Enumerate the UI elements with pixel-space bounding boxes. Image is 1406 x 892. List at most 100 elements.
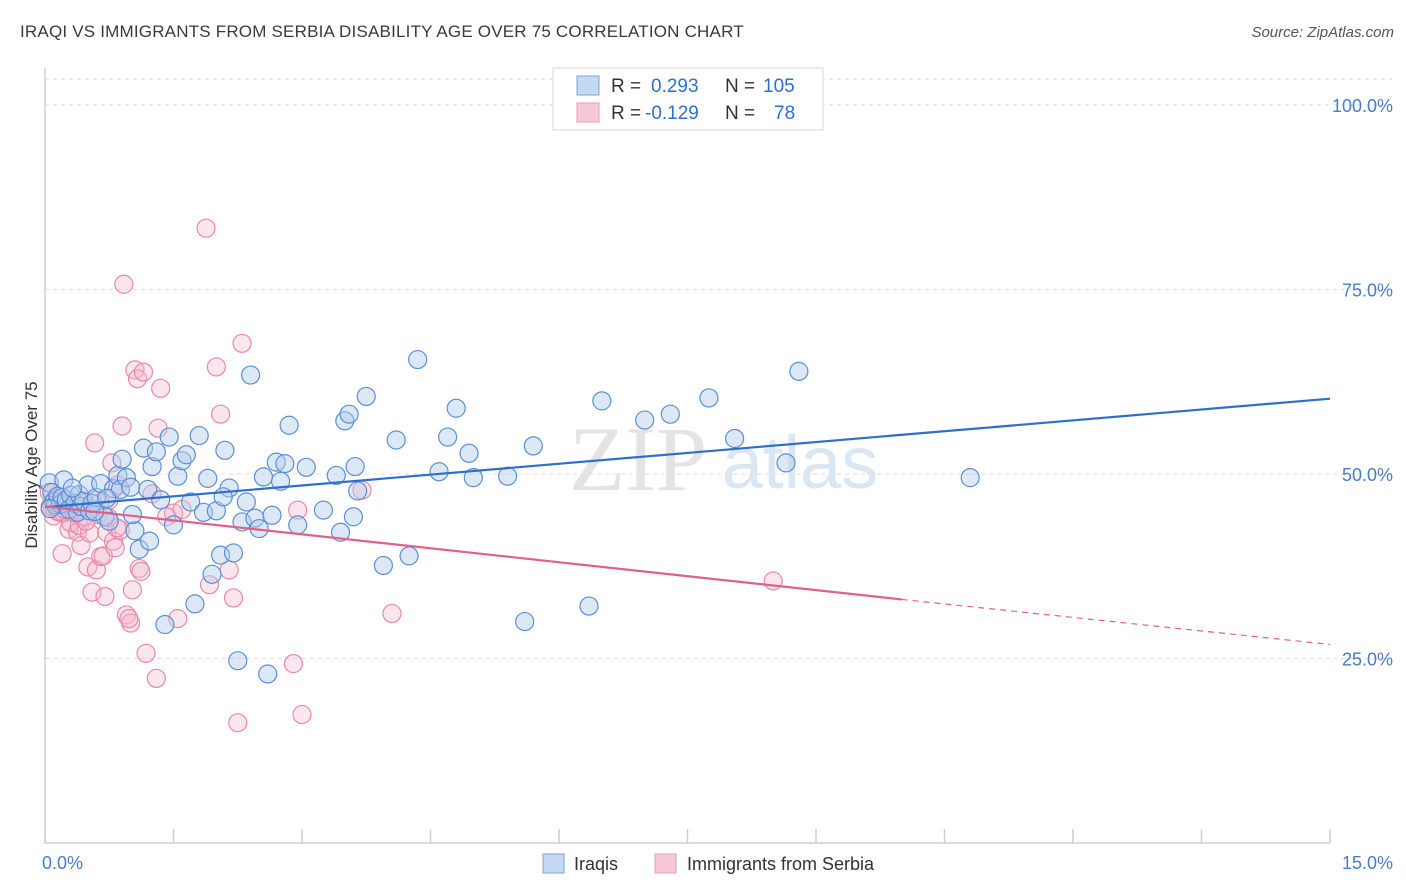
serbia-point [763, 571, 783, 591]
iraqi-point [236, 492, 256, 512]
iraqi-point [313, 500, 334, 520]
iraqi-point [373, 555, 393, 576]
iraqi-point [339, 404, 359, 424]
trend-lines [44, 397, 1331, 646]
iraqi-point [185, 594, 205, 614]
iraqi-point [408, 349, 428, 370]
legend-n-label: N = [725, 103, 755, 124]
legend-r-label: R = [611, 76, 641, 97]
serbia-point [288, 500, 308, 520]
iraqi-point [356, 386, 376, 407]
serbia-point [112, 416, 132, 436]
serbia-point [85, 433, 105, 453]
iraqi-point [176, 445, 196, 465]
bottom-legend: Iraqis Immigrants from Serbia [542, 853, 875, 874]
source-label: Source: ZipAtlas.com [1251, 24, 1394, 41]
serbia-point [211, 404, 231, 424]
serbia-point [232, 333, 252, 353]
iraqi-point [345, 456, 365, 477]
iraqi-point [459, 443, 479, 463]
iraqi-point [330, 522, 351, 542]
iraqi-point [275, 454, 295, 474]
iraqi-point [215, 440, 235, 460]
iraqi-point [463, 468, 483, 488]
iraqi-point [438, 427, 458, 447]
iraqi-point [262, 505, 282, 525]
serbia-point [129, 558, 149, 579]
x-tick-labels: 0.0% 15.0% [42, 853, 1393, 873]
legend-swatch-serbia [576, 102, 600, 123]
iraqi-point [699, 388, 719, 408]
iraqi-point [241, 365, 261, 385]
iraqi-point [343, 507, 363, 527]
legend-n-label: N = [725, 76, 755, 97]
legend-swatch-iraqis [576, 75, 600, 96]
legend-n-value: 105 [763, 76, 795, 97]
y-tick-label: 75.0% [1342, 280, 1393, 300]
iraqi-point [386, 430, 406, 450]
iraqi-point [635, 410, 655, 430]
x-tick-label: 15.0% [1342, 853, 1393, 873]
iraqi-point [296, 457, 316, 477]
iraqi-point [198, 468, 218, 488]
iraqi-point [446, 398, 466, 418]
iraqi-point [151, 490, 171, 510]
serbia-point [114, 274, 134, 294]
iraqi-point [97, 488, 117, 508]
iraqi-point [258, 664, 278, 684]
iraqi-point [168, 466, 188, 486]
iraqi-point [429, 462, 449, 482]
serbia-point [105, 538, 125, 558]
iraqi-point [133, 438, 154, 458]
serbia-point [136, 643, 156, 663]
iraqi-point [155, 614, 175, 635]
serbia-point [228, 713, 248, 733]
iraqi-point [523, 436, 543, 456]
x-tick-label: 0.0% [42, 853, 83, 873]
iraqi-point [112, 449, 132, 469]
serbia-point [283, 654, 304, 674]
serbia-point [223, 588, 244, 608]
y-tick-label: 100.0% [1332, 96, 1393, 116]
iraqi-point [163, 515, 184, 535]
iraqi-point [253, 467, 274, 487]
iraqi-point [515, 611, 535, 632]
legend-r-value: -0.129 [645, 103, 699, 124]
iraqi-point [789, 361, 809, 381]
serbia-point [206, 357, 226, 377]
bottom-legend-swatch-iraqis [542, 853, 565, 874]
iraqi-point [99, 511, 119, 531]
watermark-zip: ZIP [569, 408, 707, 510]
serbia-point [95, 586, 115, 607]
iraqi-point [660, 404, 680, 424]
bottom-legend-swatch-serbia [654, 853, 677, 874]
iraqi-point [181, 492, 201, 512]
legend-n-value: 78 [774, 103, 795, 124]
iraqi-point [592, 391, 612, 411]
iraqi-point [125, 521, 145, 541]
serbia-point [52, 544, 72, 564]
bottom-legend-label-serbia: Immigrants from Serbia [687, 854, 875, 874]
serbia-point [382, 603, 402, 624]
serbia-point [122, 580, 142, 600]
iraqi-point [498, 466, 518, 486]
iraqi-point [62, 478, 83, 498]
serbia-point [146, 668, 166, 689]
iraqi-point [348, 481, 368, 501]
iraqi-point [159, 427, 179, 447]
iraqi-point [579, 596, 599, 616]
y-tick-label: 25.0% [1342, 649, 1393, 669]
iraqi-point [202, 564, 222, 584]
axes [44, 68, 1331, 844]
iraqi-point [228, 651, 248, 671]
serbia-point [131, 561, 151, 581]
serbia-point [157, 507, 177, 527]
serbia-point [102, 453, 122, 473]
iraqi-point [121, 477, 141, 497]
iraqi-point [725, 428, 745, 449]
iraqi-point [223, 543, 244, 563]
iraqi-point [116, 468, 136, 488]
iraqi-point [288, 515, 308, 535]
serbia-point [196, 218, 216, 238]
serbia-point [151, 378, 171, 398]
